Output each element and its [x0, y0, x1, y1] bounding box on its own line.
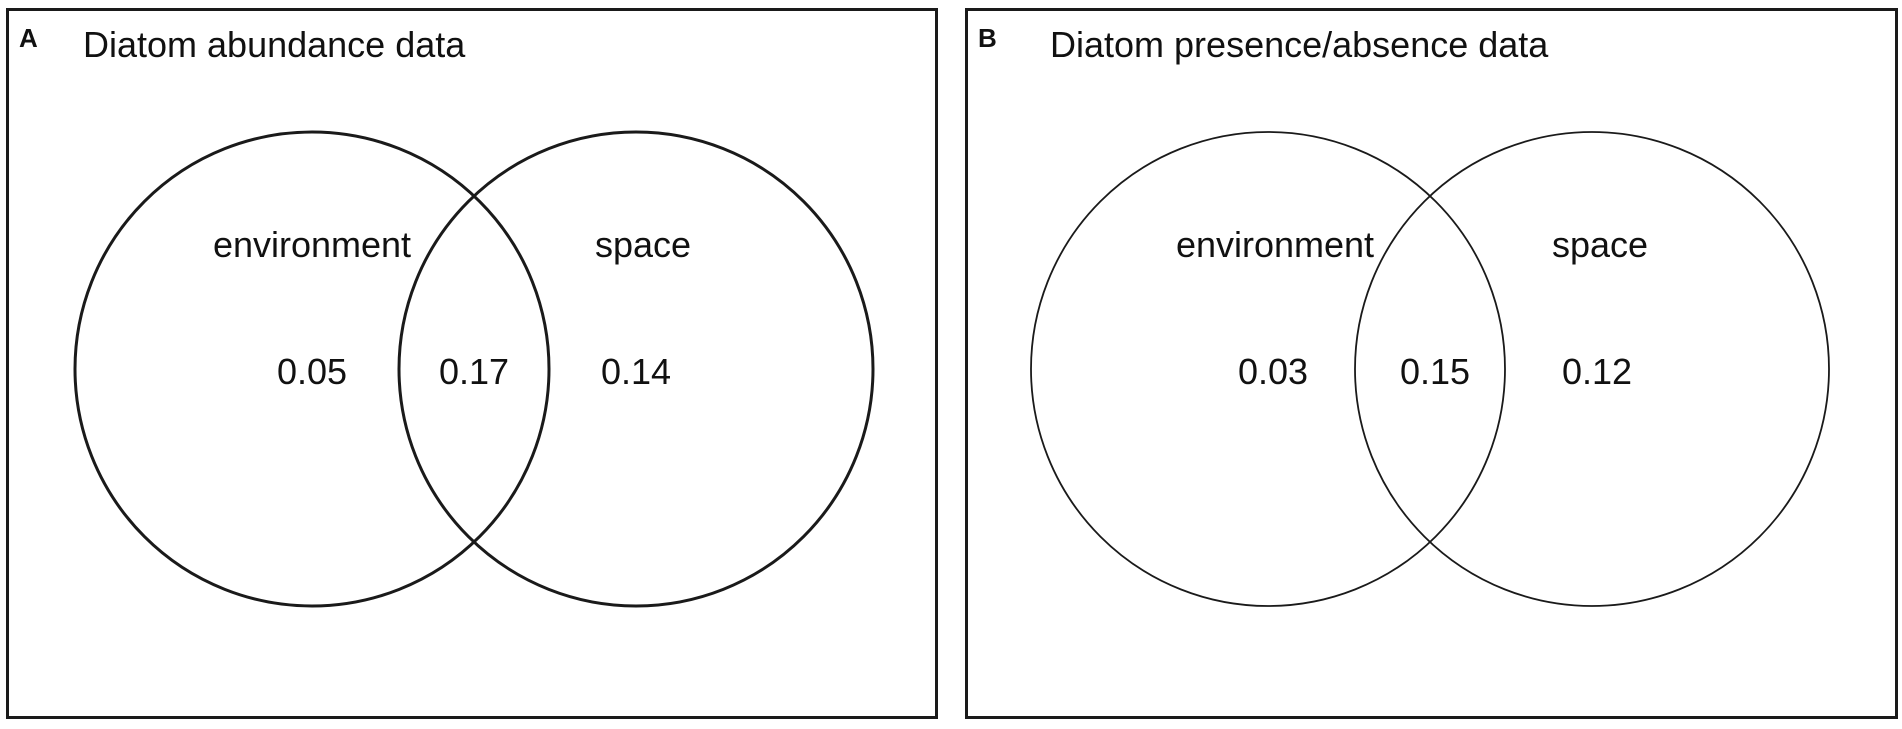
environment-only-value: 0.03: [1237, 351, 1309, 392]
environment-set-label: environment: [1175, 224, 1375, 265]
space-only-value: 0.12: [1561, 351, 1633, 392]
space-circle: [1354, 131, 1830, 607]
panel-a: A Diatom abundance data environment spac…: [6, 8, 938, 719]
venn-diagram: [73, 130, 875, 608]
shared-value: 0.15: [1399, 351, 1471, 392]
space-only-value: 0.14: [600, 351, 672, 392]
panel-letter: A: [19, 23, 38, 53]
environment-circle: [1030, 131, 1506, 607]
environment-circle: [73, 130, 551, 608]
shared-value: 0.17: [438, 351, 510, 392]
panel-b: B Diatom presence/absence data environme…: [965, 8, 1898, 719]
venn-diagram: [1030, 131, 1830, 607]
environment-only-value: 0.05: [276, 351, 348, 392]
space-circle: [397, 130, 875, 608]
space-set-label: space: [594, 224, 692, 265]
environment-set-label: environment: [212, 224, 412, 265]
panel-title: Diatom abundance data: [83, 24, 466, 65]
panel-title: Diatom presence/absence data: [1050, 24, 1549, 65]
space-set-label: space: [1551, 224, 1649, 265]
panel-letter: B: [978, 23, 997, 53]
